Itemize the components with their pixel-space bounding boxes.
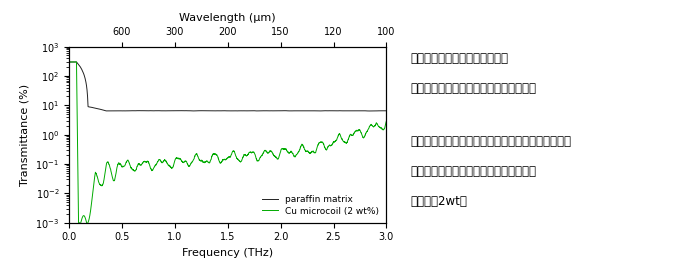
paraffin matrix [382,109,391,112]
Text: テラヘルツ派領域の透過率スペクトル。: テラヘルツ派領域の透過率スペクトル。 [411,82,537,95]
Cu microcoil (2 wt%) [382,119,391,123]
Text: 銅マイクロコイル分散シートの: 銅マイクロコイル分散シートの [411,52,509,65]
Cu microcoil (2 wt%) [75,225,83,228]
paraffin matrix [357,109,365,112]
Line: paraffin matrix: paraffin matrix [69,62,386,111]
Cu microcoil (2 wt%) [373,122,381,125]
Cu microcoil (2 wt%) [216,161,224,164]
paraffin matrix [65,60,73,63]
paraffin matrix [295,109,304,112]
X-axis label: Wavelength (μm): Wavelength (μm) [179,13,276,23]
Cu microcoil (2 wt%) [295,148,304,151]
Cu microcoil (2 wt%) [201,161,209,164]
paraffin matrix [364,110,372,113]
Cu microcoil (2 wt%) [65,60,73,63]
Y-axis label: Transmittance (%): Transmittance (%) [20,84,30,186]
paraffin matrix [216,109,224,112]
paraffin matrix [373,109,381,112]
Legend: paraffin matrix, Cu microcoil (2 wt%): paraffin matrix, Cu microcoil (2 wt%) [259,192,382,218]
Cu microcoil (2 wt%) [357,131,365,134]
paraffin matrix [198,109,206,112]
paraffin matrix [201,109,209,112]
Text: 含有量は2wt％: 含有量は2wt％ [411,195,467,208]
paraffin matrix [72,60,80,63]
Line: Cu microcoil (2 wt%): Cu microcoil (2 wt%) [69,62,386,227]
Text: シート状に加工したサンプルを用いた。: シート状に加工したサンプルを用いた。 [411,165,537,178]
X-axis label: Frequency (THz): Frequency (THz) [182,248,273,258]
Cu microcoil (2 wt%) [198,160,206,163]
Text: 銅マイクロコイルをパラフィンに等方的に分散し、: 銅マイクロコイルをパラフィンに等方的に分散し、 [411,135,571,148]
